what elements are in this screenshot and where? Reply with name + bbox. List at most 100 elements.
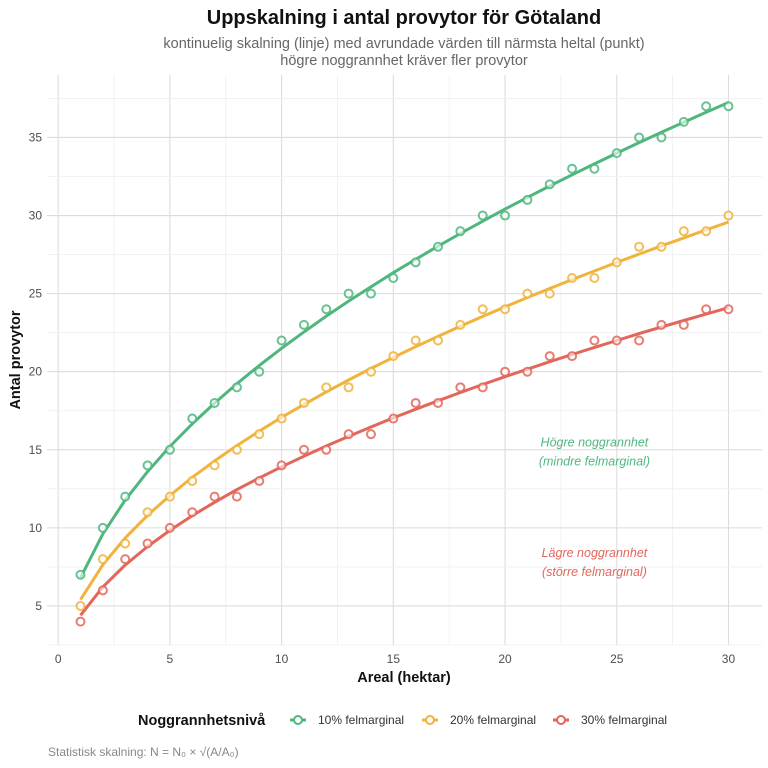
y-axis-label: Antal provytor [8, 310, 24, 409]
data-point-series-1 [388, 273, 399, 284]
data-point-series-3 [611, 335, 622, 346]
y-tick-label: 5 [35, 599, 42, 613]
x-axis-label: Areal (hektar) [357, 670, 451, 686]
data-point-series-3 [455, 382, 466, 393]
y-axis-ticks: 5 10 15 20 25 30 35 [29, 130, 43, 612]
x-tick-label: 5 [167, 652, 174, 666]
annotation-text: Högre noggrannhet [541, 435, 649, 449]
data-point-series-1 [97, 522, 108, 533]
data-point-series-2 [589, 273, 600, 284]
data-point-series-2 [500, 304, 511, 315]
x-tick-label: 0 [55, 652, 62, 666]
data-point-series-1 [276, 335, 287, 346]
y-tick-label: 15 [29, 443, 43, 457]
data-point-series-1 [321, 304, 332, 315]
data-point-series-2 [164, 491, 175, 502]
data-point-series-3 [164, 522, 175, 533]
annotation-text: Lägre noggrannhet [542, 546, 648, 560]
data-point-series-1 [678, 116, 689, 127]
data-point-series-2 [97, 554, 108, 565]
legend-key-point [425, 715, 435, 725]
data-point-series-2 [433, 335, 444, 346]
data-point-series-3 [231, 491, 242, 502]
data-point-series-1 [567, 163, 578, 174]
data-point-series-2 [410, 335, 421, 346]
data-point-series-2 [209, 460, 220, 471]
data-point-series-1 [120, 491, 131, 502]
data-point-series-2 [365, 366, 376, 377]
chart-title: Uppskalning i antal provytor för Götalan… [207, 7, 601, 29]
data-point-series-1 [544, 179, 555, 190]
data-point-series-2 [231, 444, 242, 455]
data-point-series-1 [433, 241, 444, 252]
data-point-series-2 [723, 210, 734, 221]
data-point-series-2 [343, 382, 354, 393]
data-point-series-3 [75, 616, 86, 627]
data-point-series-3 [410, 397, 421, 408]
data-point-series-1 [611, 148, 622, 159]
data-point-series-2 [75, 600, 86, 611]
series-line-1 [79, 101, 730, 579]
data-point-series-1 [254, 366, 265, 377]
data-point-series-1 [343, 288, 354, 299]
data-point-series-2 [276, 413, 287, 424]
data-point-series-2 [656, 241, 667, 252]
y-tick-label: 10 [29, 521, 43, 535]
x-tick-label: 30 [722, 652, 736, 666]
data-point-series-3 [254, 476, 265, 487]
legend: 10% felmarginal 20% felmarginal 30% felmar… [290, 713, 667, 727]
x-tick-label: 25 [610, 652, 624, 666]
data-point-series-3 [477, 382, 488, 393]
data-point-series-3 [120, 554, 131, 565]
data-point-series-1 [701, 101, 712, 112]
caption: Statistisk skalning: N = N₀ × √(A/A₀) [48, 745, 239, 759]
data-point-series-1 [231, 382, 242, 393]
legend-label: 30% felmarginal [581, 713, 667, 727]
data-point-series-3 [187, 507, 198, 518]
data-point-series-2 [254, 429, 265, 440]
annotation-text: (större felmarginal) [542, 565, 647, 579]
data-point-series-3 [500, 366, 511, 377]
series-lines [79, 101, 730, 617]
data-point-series-2 [611, 257, 622, 268]
data-point-series-1 [589, 163, 600, 174]
data-point-series-3 [343, 429, 354, 440]
data-point-series-1 [164, 444, 175, 455]
y-tick-label: 25 [29, 287, 43, 301]
data-point-series-2 [455, 319, 466, 330]
y-tick-label: 35 [29, 130, 43, 144]
data-point-series-3 [634, 335, 645, 346]
data-point-series-3 [433, 397, 444, 408]
data-point-series-3 [701, 304, 712, 315]
series-points [75, 101, 734, 627]
data-point-series-2 [477, 304, 488, 315]
data-point-series-2 [701, 226, 712, 237]
data-point-series-3 [365, 429, 376, 440]
data-point-series-1 [365, 288, 376, 299]
data-point-series-3 [678, 319, 689, 330]
x-tick-label: 10 [275, 652, 289, 666]
data-point-series-3 [142, 538, 153, 549]
data-point-series-1 [75, 569, 86, 580]
data-point-series-2 [187, 476, 198, 487]
grid [47, 75, 762, 646]
data-point-series-3 [656, 319, 667, 330]
data-point-series-1 [209, 397, 220, 408]
data-point-series-1 [522, 194, 533, 205]
legend-key-point [556, 715, 566, 725]
data-point-series-1 [298, 319, 309, 330]
data-point-series-2 [567, 273, 578, 284]
y-tick-label: 30 [29, 209, 43, 223]
data-point-series-3 [522, 366, 533, 377]
data-point-series-2 [120, 538, 131, 549]
annotations: Högre noggrannhet (mindre felmarginal) Läg… [539, 435, 650, 579]
legend-title: Noggrannhetsnivå [138, 713, 266, 729]
data-point-series-2 [298, 397, 309, 408]
x-axis-ticks: 0 5 10 15 20 25 30 [55, 652, 736, 666]
data-point-series-3 [589, 335, 600, 346]
data-point-series-2 [634, 241, 645, 252]
data-point-series-3 [97, 585, 108, 596]
data-point-series-3 [723, 304, 734, 315]
legend-label: 20% felmarginal [450, 713, 536, 727]
